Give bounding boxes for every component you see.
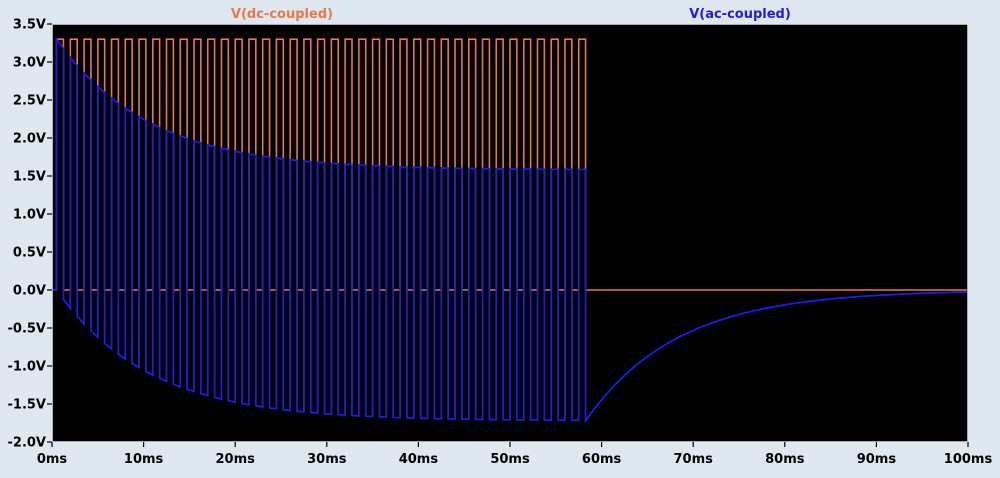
x-axis: 0ms 10ms 20ms 30ms 40ms 50ms 60ms 70ms 80ms 90ms 1…	[37, 442, 993, 467]
y-tick-label: 3.0V	[13, 56, 46, 71]
x-tick-label: 20ms	[216, 452, 256, 467]
x-tick-label: 30ms	[307, 452, 347, 467]
y-tick-label: 1.5V	[13, 170, 46, 185]
x-tick-label: 10ms	[124, 452, 164, 467]
y-tick-label: 2.0V	[13, 132, 46, 147]
series-line-dc-coupled	[53, 38, 967, 291]
x-tick-label: 100ms	[944, 452, 993, 467]
x-tick-label: 60ms	[582, 452, 622, 467]
series-line-ac-coupled	[53, 36, 967, 424]
x-tick-label: 50ms	[490, 452, 530, 467]
y-tick-label: 1.0V	[13, 208, 46, 223]
y-tick-label: 0.5V	[13, 246, 46, 261]
y-axis: 3.5V 3.0V 2.5V 2.0V 1.5V 1.0V 0.5V 0.0V -0.5V -1.…	[8, 18, 52, 451]
y-tick-label: -1.5V	[8, 398, 47, 413]
x-tick-label: 40ms	[399, 452, 439, 467]
x-tick-label: 90ms	[857, 452, 897, 467]
y-tick-label: -2.0V	[8, 436, 47, 451]
legend-label-dc-coupled: V(dc-coupled)	[231, 7, 333, 22]
series-layer	[53, 36, 967, 424]
x-tick-label: 80ms	[765, 452, 805, 467]
y-tick-label: -0.5V	[8, 322, 47, 337]
y-tick-label: -1.0V	[8, 360, 47, 375]
y-tick-label: 0.0V	[13, 284, 46, 299]
x-tick-label: 0ms	[37, 452, 68, 467]
y-tick-label: 3.5V	[13, 18, 46, 33]
legend-label-ac-coupled: V(ac-coupled)	[689, 7, 791, 22]
y-tick-label: 2.5V	[13, 94, 46, 109]
x-tick-label: 70ms	[674, 452, 714, 467]
legend: V(dc-coupled) V(ac-coupled)	[231, 7, 791, 22]
